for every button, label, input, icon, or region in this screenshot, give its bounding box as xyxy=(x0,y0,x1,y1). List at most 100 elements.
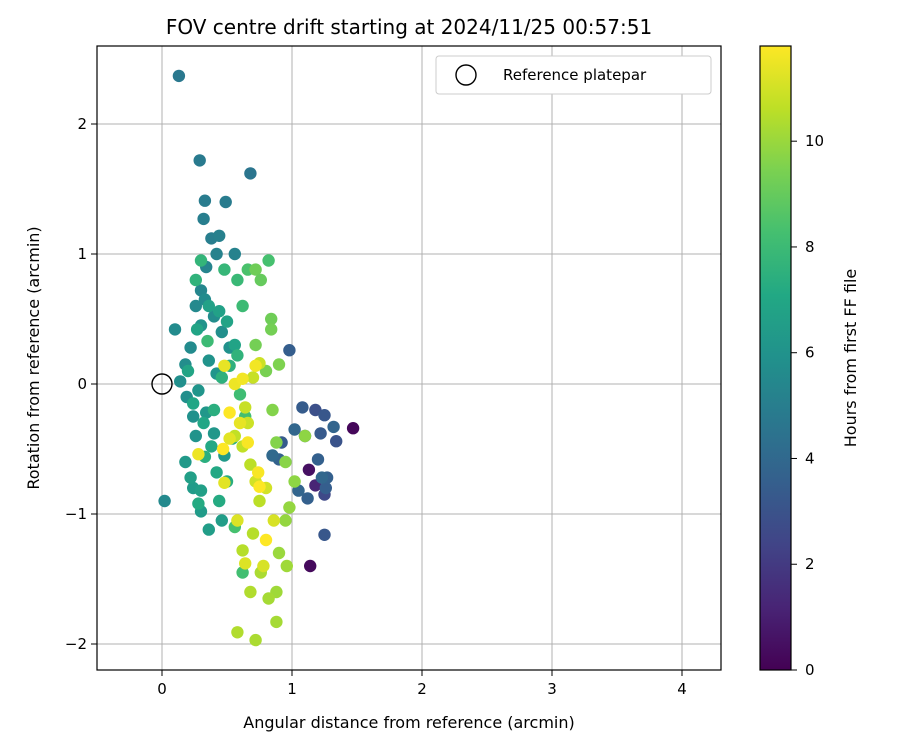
data-point xyxy=(302,463,316,476)
data-point xyxy=(202,523,215,536)
data-point xyxy=(193,154,206,167)
data-point xyxy=(223,406,236,419)
data-point xyxy=(184,341,197,354)
data-point xyxy=(181,364,195,378)
data-point xyxy=(298,429,312,443)
data-point xyxy=(288,475,301,488)
colorbar-tick-label: 2 xyxy=(805,555,815,573)
data-point xyxy=(207,427,221,440)
data-point xyxy=(231,626,244,639)
data-point xyxy=(192,448,205,461)
colorbar: 0 2 4 6 8 10 Hours from first FF file xyxy=(759,45,860,679)
data-point xyxy=(262,592,275,605)
data-point xyxy=(236,299,249,313)
data-point xyxy=(315,471,329,484)
y-axis-ticks: −2 −1 0 1 2 xyxy=(65,115,97,653)
data-point xyxy=(223,432,236,445)
chart-title: FOV centre drift starting at 2024/11/25 … xyxy=(166,15,652,39)
data-point xyxy=(270,615,283,629)
data-point xyxy=(192,497,205,510)
data-point xyxy=(288,423,301,436)
data-point xyxy=(236,372,249,385)
data-point xyxy=(158,494,171,508)
data-point xyxy=(187,397,200,410)
data-point xyxy=(249,338,262,352)
y-tick-label: 2 xyxy=(77,115,87,133)
data-point xyxy=(319,481,332,495)
data-point xyxy=(279,514,292,527)
data-point xyxy=(272,358,286,371)
grid-lines xyxy=(97,46,721,670)
colorbar-gradient xyxy=(759,45,792,671)
legend: Reference platepar xyxy=(435,55,712,95)
data-point xyxy=(168,323,182,336)
data-point xyxy=(218,359,231,372)
x-axis-ticks: 0 1 2 3 4 xyxy=(157,670,687,698)
data-point xyxy=(283,344,296,357)
data-point xyxy=(231,514,244,527)
data-point xyxy=(259,533,273,547)
data-point xyxy=(280,559,293,573)
data-point xyxy=(189,273,202,287)
data-point xyxy=(194,254,208,267)
y-axis-label: Rotation from reference (arcmin) xyxy=(24,226,43,489)
data-point xyxy=(311,453,325,466)
data-point xyxy=(296,401,309,414)
data-point xyxy=(244,585,257,599)
data-point xyxy=(283,501,296,514)
data-point xyxy=(201,334,214,348)
x-axis-label: Angular distance from reference (arcmin) xyxy=(243,713,574,732)
data-point xyxy=(241,436,254,449)
x-tick-label: 2 xyxy=(417,680,427,698)
data-point xyxy=(309,403,322,417)
colorbar-tick-label: 10 xyxy=(805,132,824,150)
x-tick-label: 3 xyxy=(547,680,557,698)
x-tick-label: 4 xyxy=(677,680,687,698)
data-point xyxy=(301,492,314,505)
data-point xyxy=(318,409,331,422)
data-point xyxy=(346,422,360,435)
plot-frame xyxy=(96,45,722,671)
data-point xyxy=(233,388,247,401)
data-point xyxy=(239,401,252,414)
data-point xyxy=(202,299,215,313)
data-point xyxy=(210,466,223,479)
data-point xyxy=(266,403,279,417)
data-point xyxy=(184,471,197,484)
colorbar-tick-label: 6 xyxy=(805,344,815,362)
data-point xyxy=(215,514,228,527)
legend-marker xyxy=(455,64,477,86)
data-point xyxy=(197,416,210,430)
data-point xyxy=(189,299,202,313)
data-point xyxy=(198,194,212,207)
data-point xyxy=(231,349,244,362)
data-point xyxy=(257,559,270,573)
data-point xyxy=(270,436,283,449)
data-point xyxy=(179,455,192,469)
colorbar-label: Hours from first FF file xyxy=(841,269,860,448)
data-point xyxy=(279,455,292,469)
data-point xyxy=(249,633,262,647)
data-point xyxy=(213,305,226,318)
data-point xyxy=(249,359,262,372)
data-point xyxy=(172,69,186,83)
reference-marker xyxy=(151,373,173,395)
colorbar-tick-label: 4 xyxy=(805,449,815,467)
data-point xyxy=(318,528,331,541)
data-point xyxy=(213,494,226,508)
data-point xyxy=(189,429,202,443)
y-tick-label: −2 xyxy=(65,635,87,653)
data-point xyxy=(202,354,215,367)
data-point xyxy=(252,466,265,479)
y-tick-label: 0 xyxy=(77,375,87,393)
data-point xyxy=(220,315,234,328)
data-points xyxy=(158,69,360,647)
data-point xyxy=(174,375,187,388)
data-point xyxy=(205,440,218,453)
data-point xyxy=(207,403,221,417)
data-point xyxy=(272,546,286,560)
data-point xyxy=(192,384,205,397)
colorbar-tick-label: 8 xyxy=(805,238,815,256)
data-point xyxy=(210,247,223,261)
data-point xyxy=(213,229,226,242)
